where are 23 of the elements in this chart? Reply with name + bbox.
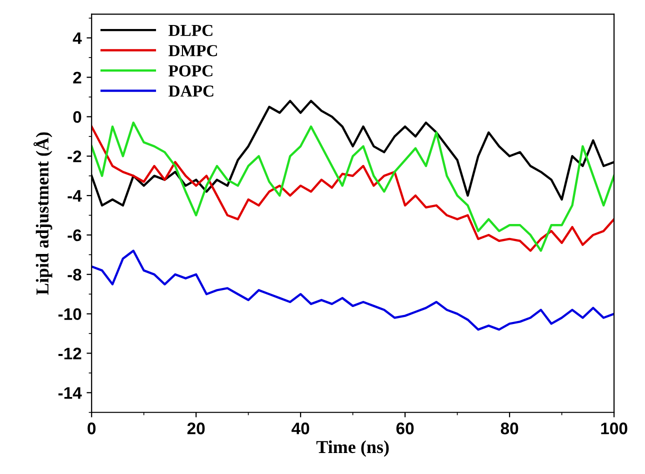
- line-series: [92, 250, 614, 331]
- legend-label: POPC: [168, 65, 212, 76]
- x-tick-label: 80: [500, 422, 518, 434]
- x-tick-label: 20: [187, 422, 205, 434]
- x-axis-title: Time (ns): [316, 440, 389, 457]
- y-tick-label: -2: [68, 150, 82, 162]
- x-tick-label: 0: [88, 422, 96, 434]
- x-tick-label: 100: [601, 422, 628, 434]
- y-tick-label: 0: [73, 111, 82, 123]
- y-tick-label: 2: [73, 72, 82, 84]
- x-tick-label: 40: [292, 422, 310, 434]
- y-tick-label: -14: [58, 387, 82, 399]
- y-axis-title: Lipid adjustment (Å): [34, 132, 52, 295]
- y-tick-label: -6: [68, 229, 82, 242]
- legend-label: DMPC: [168, 45, 217, 56]
- y-tick-label: 4: [72, 32, 82, 44]
- legend-label: DLPC: [168, 24, 212, 36]
- y-tick-label: -12: [58, 348, 82, 360]
- y-tick-label: -4: [68, 190, 82, 202]
- y-tick-label: -8: [68, 268, 82, 281]
- x-tick-label: 60: [396, 422, 414, 434]
- y-tick-label: -10: [58, 308, 82, 320]
- legend-label: DAPC: [168, 86, 214, 97]
